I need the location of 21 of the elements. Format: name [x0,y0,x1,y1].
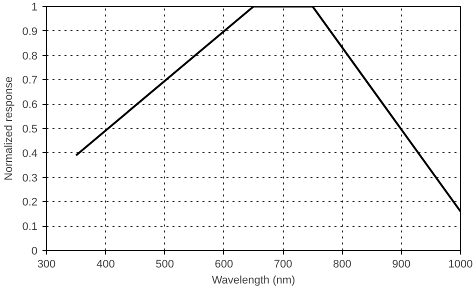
x-tick-label: 500 [156,258,174,270]
y-tick-label: 0.8 [22,50,38,62]
x-axis-title: Wavelength (nm) [212,274,296,286]
y-axis-title: Normalized response [3,76,16,180]
y-tick-label: 0.2 [22,196,38,209]
x-tick-label: 300 [37,258,56,270]
y-tick-label: 0.6 [22,99,38,112]
y-tick-label: 0.7 [22,74,38,87]
y-tick-label: 0.3 [22,172,38,184]
y-tick-label: 0.5 [22,124,38,136]
x-tick-label: 400 [96,258,115,270]
y-tick-label: 0 [31,246,38,258]
x-tick-label: 600 [214,258,234,270]
x-tick-label: 800 [333,258,352,270]
x-tick-label: 1000 [448,258,473,270]
y-tick-label: 0.1 [22,221,38,234]
y-tick-label: 0.9 [22,26,38,38]
x-tick-label: 900 [392,258,411,270]
x-tick-label: 700 [274,258,292,270]
y-tick-label: 1 [31,2,38,14]
y-tick-label: 0.4 [22,148,38,160]
